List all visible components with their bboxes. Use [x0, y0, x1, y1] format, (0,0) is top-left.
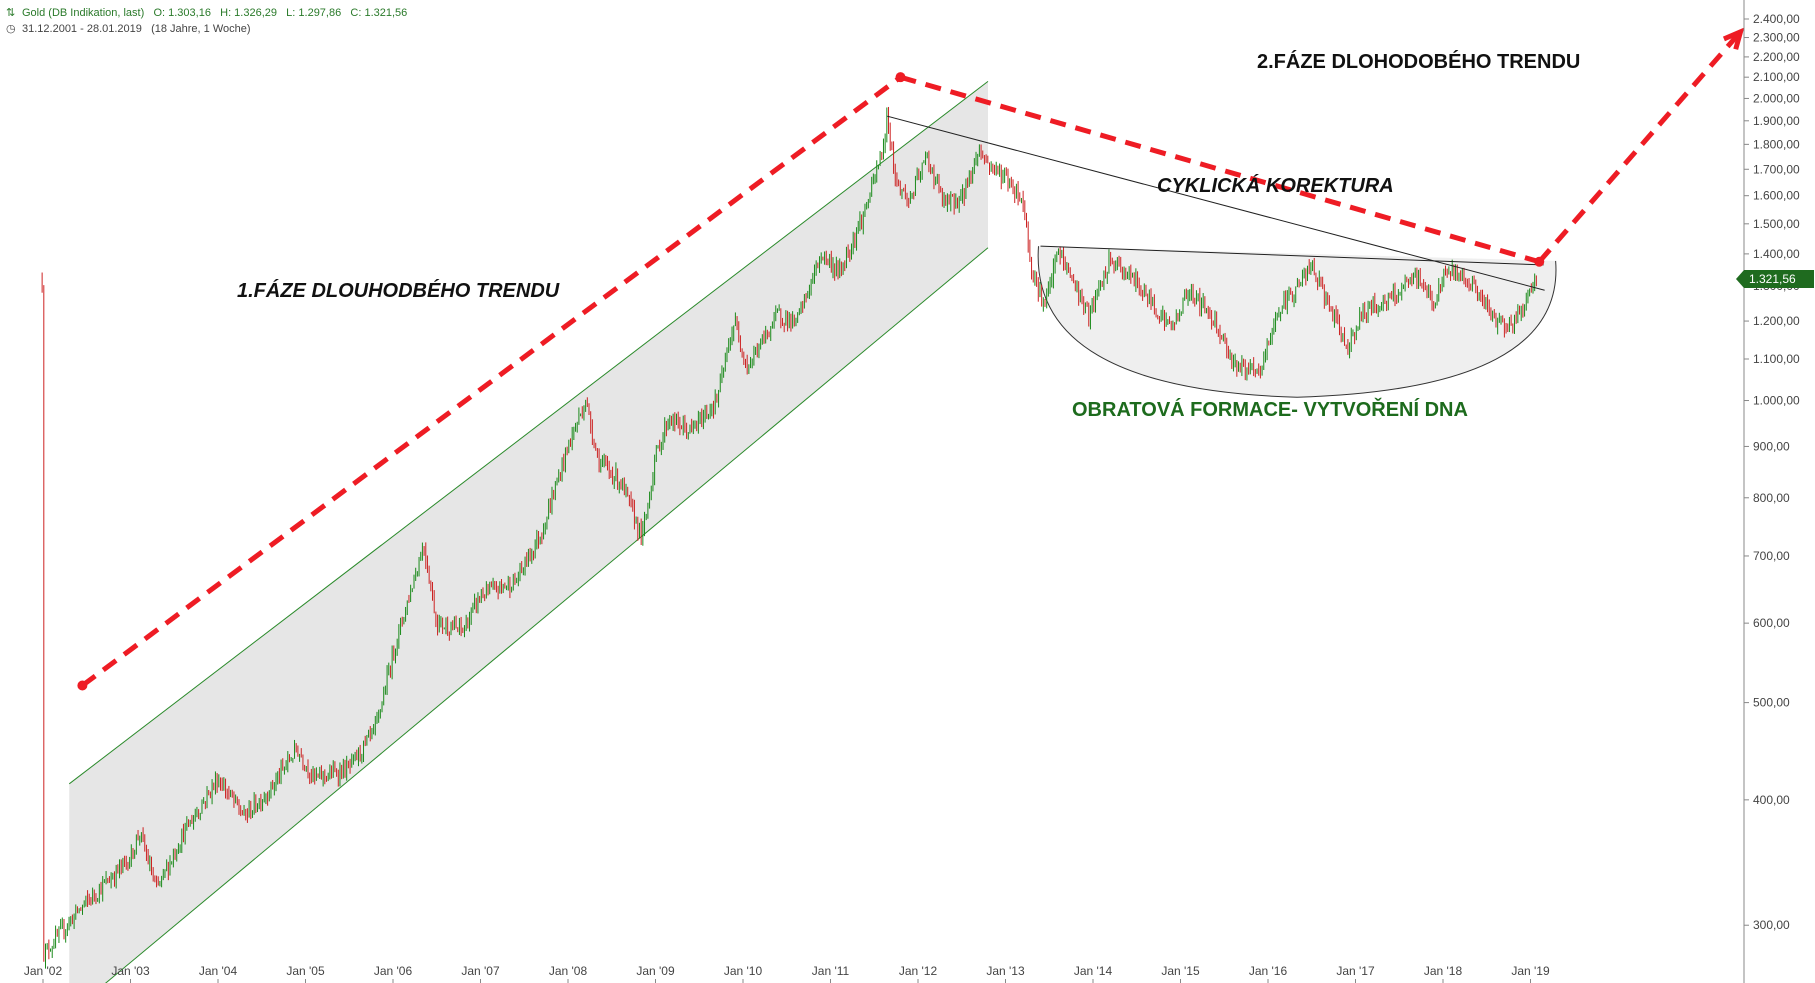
open-value: O: 1.303,16 — [153, 7, 211, 19]
x-tick-label: Jan '16 — [1249, 964, 1288, 978]
rounding-bottom-cup — [1037, 246, 1557, 398]
x-tick-label: Jan '04 — [199, 964, 238, 978]
close-value: C: 1.321,56 — [350, 7, 408, 19]
period-length: (18 Jahre, 1 Woche) — [151, 23, 251, 35]
x-tick-label: Jan '09 — [636, 964, 675, 978]
x-tick-label: Jan '03 — [111, 964, 150, 978]
y-tick-label: 300,00 — [1753, 918, 1790, 932]
trend-channel-fill — [69, 81, 988, 983]
y-tick-label: 400,00 — [1753, 793, 1790, 807]
x-tick-label: Jan '12 — [899, 964, 938, 978]
channel-lower-line — [105, 247, 989, 983]
high-value: H: 1.326,29 — [220, 7, 277, 19]
clock-icon: ◷ — [6, 23, 16, 35]
candles-group — [41, 106, 1537, 969]
y-tick-label: 2.000,00 — [1753, 91, 1800, 105]
phase2-label: 2.FÁZE DLOHODOBÉHO TRENDU — [1257, 50, 1580, 73]
x-tick-label: Jan '15 — [1161, 964, 1200, 978]
x-tick-label: Jan '10 — [724, 964, 763, 978]
y-tick-label: 1.800,00 — [1753, 137, 1800, 151]
y-tick-label: 1.600,00 — [1753, 189, 1800, 203]
y-tick-label: 700,00 — [1753, 549, 1790, 563]
x-tick-label: Jan '13 — [986, 964, 1025, 978]
peak-dot — [895, 72, 906, 83]
candlestick-icon: ⇅ — [6, 7, 16, 19]
y-tick-label: 2.400,00 — [1753, 12, 1800, 26]
date-range: 31.12.2001 - 28.01.2019 — [22, 23, 142, 35]
y-tick-label: 1.000,00 — [1753, 394, 1800, 408]
y-tick-label: 2.200,00 — [1753, 50, 1800, 64]
phase2-start-dot — [1534, 256, 1545, 267]
y-tick-label: 800,00 — [1753, 491, 1790, 505]
x-tick-label: Jan '06 — [374, 964, 413, 978]
neckline — [1040, 245, 1544, 266]
correction-arrow — [899, 74, 1540, 265]
y-tick-label: 1.200,00 — [1753, 314, 1800, 328]
x-tick-label: Jan '02 — [24, 964, 63, 978]
y-tick-label: 1.400,00 — [1753, 247, 1800, 261]
y-tick-label: 1.500,00 — [1753, 217, 1800, 231]
chart-header-quote: ⇅ Gold (DB Indikation, last) O: 1.303,16 … — [6, 6, 407, 19]
y-tick-label: 600,00 — [1753, 616, 1790, 630]
phase1-label: 1.FÁZE DLOUHODBÉHO TRENDU — [237, 279, 560, 302]
x-tick-label: Jan '14 — [1074, 964, 1113, 978]
phase1-arrow — [80, 75, 902, 688]
y-tick-label: 1.900,00 — [1753, 114, 1800, 128]
last-price-badge — [1736, 270, 1814, 289]
reversal-label: OBRATOVÁ FORMACE- VYTVOŘENÍ DNA — [1072, 397, 1468, 421]
y-tick-label: 1.700,00 — [1753, 162, 1800, 176]
x-tick-label: Jan '19 — [1511, 964, 1550, 978]
instrument-name: Gold (DB Indikation, last) — [22, 7, 145, 19]
phase1-start-dot — [77, 680, 88, 691]
low-value: L: 1.297,86 — [286, 7, 342, 19]
channel-upper-line — [68, 80, 989, 785]
y-axis: 300,00 400,00 500,00 600,00 700,00 800,00 900,… — [1743, 0, 1800, 983]
y-tick-label: 900,00 — [1753, 439, 1790, 453]
x-tick-label: Jan '18 — [1424, 964, 1463, 978]
phase2-arrowhead — [1722, 27, 1745, 50]
chart-header-range: ◷ 31.12.2001 - 28.01.2019 (18 Jahre, 1 Wo… — [6, 22, 251, 35]
last-price-label: 1.321,56 — [1749, 272, 1796, 286]
x-tick-label: Jan '11 — [812, 964, 850, 978]
x-tick-label: Jan '05 — [286, 964, 325, 978]
correction-label: CYKLICKÁ KOREKTURA — [1157, 174, 1394, 197]
x-tick-label: Jan '17 — [1336, 964, 1375, 978]
x-tick-label: Jan '07 — [461, 964, 500, 978]
y-tick-label: 2.300,00 — [1753, 31, 1800, 45]
y-tick-label: 1.100,00 — [1753, 352, 1800, 366]
y-tick-label: 500,00 — [1753, 696, 1790, 710]
x-tick-label: Jan '08 — [549, 964, 588, 978]
x-axis: Jan '02 Jan '03 Jan '04 Jan '05 Jan '06 Jan '… — [24, 964, 1550, 983]
y-tick-label: 2.100,00 — [1753, 70, 1800, 84]
